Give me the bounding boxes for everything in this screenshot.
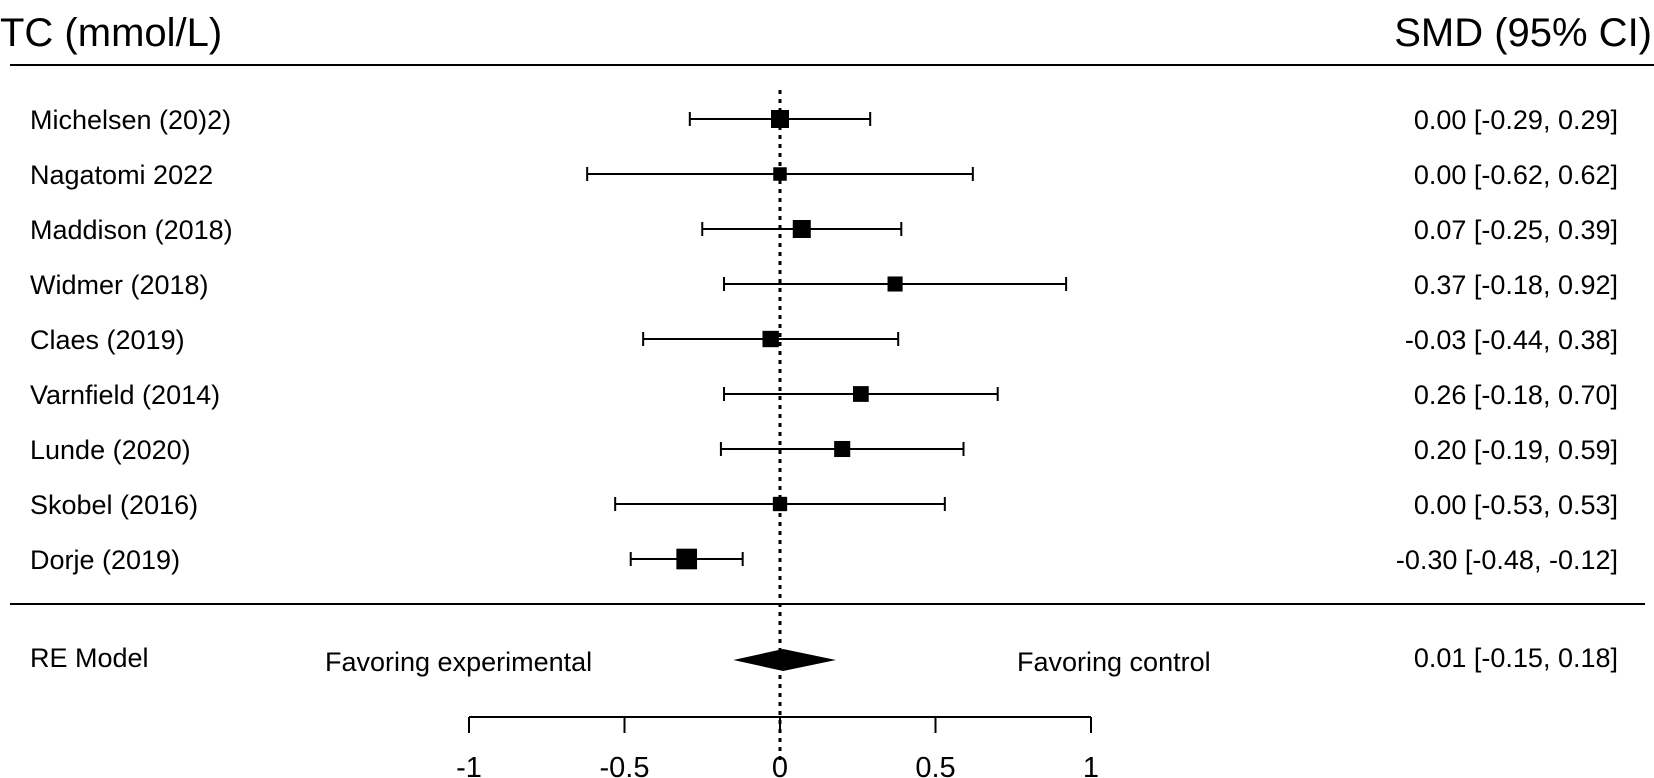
study-point xyxy=(773,167,787,181)
study-ci-text: 0.20 [-0.19, 0.59] xyxy=(1414,435,1618,465)
study-label: Claes (2019) xyxy=(30,325,185,355)
right-header: SMD (95% CI) xyxy=(1394,11,1652,55)
study-ci-text: 0.00 [-0.53, 0.53] xyxy=(1414,490,1618,520)
study-label: Lunde (2020) xyxy=(30,435,191,465)
study-ci-text: 0.00 [-0.29, 0.29] xyxy=(1414,105,1618,135)
summary-diamond xyxy=(733,649,836,671)
x-tick-label: 1 xyxy=(1083,752,1099,778)
x-tick-label: -1 xyxy=(456,752,482,778)
study-ci-text: -0.03 [-0.44, 0.38] xyxy=(1405,325,1618,355)
study-label: Skobel (2016) xyxy=(30,490,198,520)
study-point xyxy=(676,548,698,570)
x-tick-label: -0.5 xyxy=(600,752,650,778)
study-ci-text: 0.00 [-0.62, 0.62] xyxy=(1414,160,1618,190)
study-point xyxy=(852,386,869,402)
study-label: Varnfield (2014) xyxy=(30,380,220,410)
left-header: TC (mmol/L) xyxy=(0,11,222,55)
study-point xyxy=(792,220,811,238)
study-ci-text: 0.37 [-0.18, 0.92] xyxy=(1414,270,1618,300)
study-label: Dorje (2019) xyxy=(30,545,180,575)
study-point xyxy=(887,276,903,292)
study-point xyxy=(762,330,779,348)
study-point xyxy=(834,440,851,458)
study-ci-text: 0.26 [-0.18, 0.70] xyxy=(1414,380,1618,410)
study-label: Maddison (2018) xyxy=(30,215,233,245)
study-ci-text: -0.30 [-0.48, -0.12] xyxy=(1396,545,1618,575)
annotation-right: Favoring control xyxy=(1017,647,1211,677)
annotation-left: Favoring experimental xyxy=(325,647,592,677)
summary-ci-text: 0.01 [-0.15, 0.18] xyxy=(1414,643,1618,673)
study-ci-text: 0.07 [-0.25, 0.39] xyxy=(1414,215,1618,245)
study-label: Michelsen (20)2) xyxy=(30,105,231,135)
study-label: Widmer (2018) xyxy=(30,270,209,300)
study-label: Nagatomi 2022 xyxy=(30,160,213,190)
x-tick-label: 0.5 xyxy=(915,752,955,778)
x-tick-label: 0 xyxy=(772,752,788,778)
study-point xyxy=(771,110,789,128)
study-point xyxy=(772,496,788,512)
summary-label: RE Model xyxy=(30,643,149,673)
